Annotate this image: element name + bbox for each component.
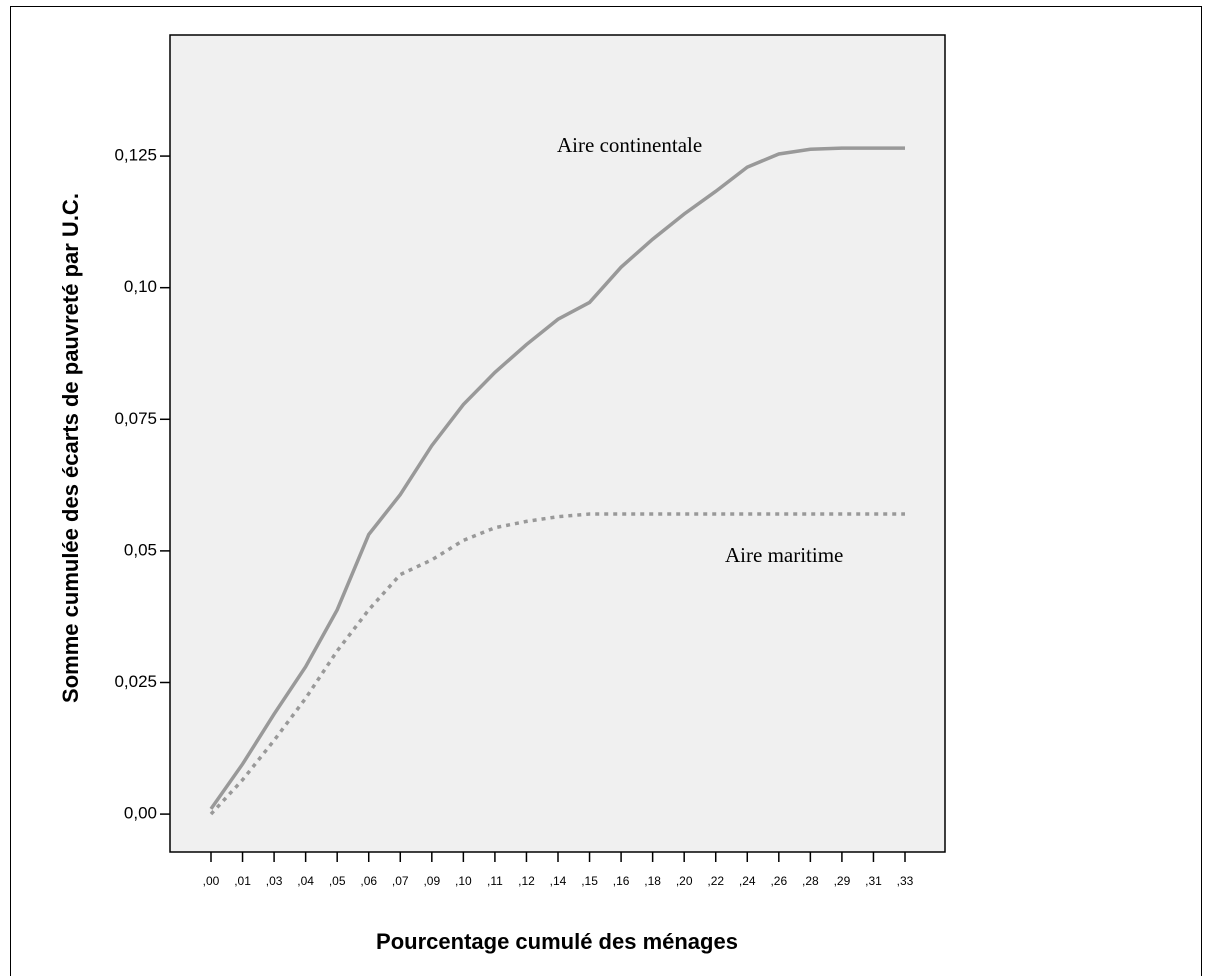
- x-tick-label: ,18: [644, 874, 661, 888]
- x-tick-label: ,24: [739, 874, 756, 888]
- x-tick-label: ,12: [518, 874, 535, 888]
- frame: [10, 6, 1202, 976]
- plot-area: [169, 34, 946, 853]
- x-axis-title: Pourcentage cumulé des ménages: [376, 929, 738, 954]
- x-tick-label: ,11: [487, 874, 503, 888]
- series-line: [209, 146, 905, 810]
- x-tick-label: ,33: [897, 874, 914, 888]
- x-tick-label: ,06: [360, 874, 377, 888]
- x-tick-label: ,29: [834, 874, 851, 888]
- y-tick-label: 0,00: [124, 804, 157, 823]
- y-tick-label: 0,075: [114, 409, 157, 428]
- y-tick-label: 0,025: [114, 672, 157, 691]
- x-tick-label: ,22: [707, 874, 724, 888]
- x-tick-label: ,15: [581, 874, 598, 888]
- x-tick-label: ,31: [865, 874, 882, 888]
- y-axis-title: Somme cumulée des écarts de pauvreté par…: [58, 193, 83, 703]
- x-tick-label: ,04: [297, 874, 314, 888]
- x-tick-label: ,03: [266, 874, 283, 888]
- series-label: Aire continentale: [557, 133, 702, 157]
- x-tick-label: ,10: [455, 874, 472, 888]
- x-tick-label: ,09: [423, 874, 440, 888]
- x-tick-label: ,00: [203, 874, 220, 888]
- x-tick-label: ,28: [802, 874, 819, 888]
- x-tick-label: ,07: [392, 874, 409, 888]
- y-tick-label: 0,05: [124, 540, 157, 559]
- x-tick-label: ,05: [329, 874, 346, 888]
- x-tick-label: ,14: [550, 874, 567, 888]
- series-label: Aire maritime: [725, 543, 843, 567]
- y-tick-label: 0,10: [124, 277, 157, 296]
- x-tick-label: ,20: [676, 874, 693, 888]
- x-tick-label: ,16: [613, 874, 630, 888]
- y-tick-label: 0,125: [114, 146, 157, 165]
- x-tick-label: ,26: [770, 874, 787, 888]
- x-tick-label: ,01: [234, 874, 251, 888]
